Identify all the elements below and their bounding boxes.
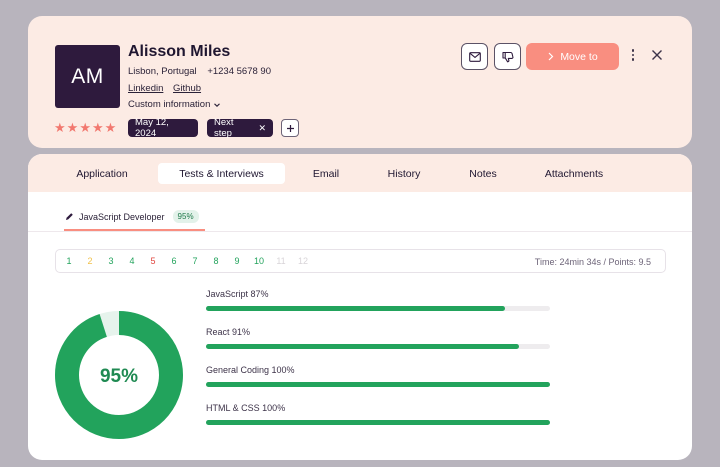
tab-notes[interactable]: Notes xyxy=(469,167,497,180)
star-icon[interactable]: ★ xyxy=(91,120,104,135)
location-text: Lisbon, Portugal xyxy=(128,66,197,77)
reject-button[interactable] xyxy=(494,43,521,70)
candidate-profile-card: AM Alisson Miles Lisbon, Portugal +1234 … xyxy=(28,16,692,148)
skill-progress-fill xyxy=(206,382,550,387)
tab-history[interactable]: History xyxy=(387,167,421,180)
question-number[interactable]: 8 xyxy=(213,256,219,266)
tab-bar: Application Tests & Interviews Email His… xyxy=(28,154,692,192)
date-tag: May 12, 2024 xyxy=(128,117,198,139)
skill-progress-track xyxy=(206,420,550,425)
avatar: AM xyxy=(55,45,120,108)
tab-tests-interviews[interactable]: Tests & Interviews xyxy=(158,163,285,184)
step-tag-label: Next step xyxy=(214,117,234,139)
question-number[interactable]: 11 xyxy=(276,256,286,266)
add-tag-button[interactable] xyxy=(281,119,299,137)
tab-application[interactable]: Application xyxy=(76,167,128,180)
github-link[interactable]: Github xyxy=(173,83,202,94)
skill-progress-fill xyxy=(206,306,506,311)
assessment-card: Application Tests & Interviews Email His… xyxy=(28,154,692,460)
candidate-name: Alisson Miles xyxy=(128,43,231,60)
tab-attachments[interactable]: Attachments xyxy=(544,167,604,180)
remove-tag-icon[interactable]: ✕ xyxy=(258,122,266,133)
donut-score-arc xyxy=(55,311,183,439)
question-number[interactable]: 2 xyxy=(87,256,93,266)
subtab-test[interactable]: JavaScript Developer 95% xyxy=(65,210,199,223)
question-number[interactable]: 1 xyxy=(66,256,72,266)
star-icon[interactable]: ★ xyxy=(54,120,66,135)
question-number[interactable]: 5 xyxy=(150,256,156,266)
timing-text: Time: 24min 34s / Points: 9.5 xyxy=(534,257,651,267)
custom-information-toggle[interactable]: Custom information xyxy=(128,99,221,110)
skill-label: JavaScript 87% xyxy=(206,289,269,299)
skill-label: React 91% xyxy=(206,327,251,337)
plus-icon xyxy=(286,124,294,132)
rating-stars[interactable]: ★ ★ ★ ★ ★ xyxy=(54,121,116,134)
custom-information-label: Custom information xyxy=(128,99,211,110)
score-badge: 95% xyxy=(172,210,199,223)
skill-progress-track xyxy=(206,306,550,311)
move-to-label: Move to xyxy=(560,50,598,63)
score-donut-chart: 95% xyxy=(55,311,183,439)
phone-text: +1234 5678 90 xyxy=(207,66,271,77)
skill-progress-track xyxy=(206,382,550,387)
question-number[interactable]: 4 xyxy=(129,256,135,266)
question-navigator: 1 2 3 4 5 6 7 8 9 10 11 12 Time: 24min 34s / Points… xyxy=(55,249,666,273)
move-to-button[interactable]: Move to xyxy=(526,43,619,70)
skill-progress-fill xyxy=(206,420,550,425)
question-number[interactable]: 3 xyxy=(108,256,114,266)
question-number[interactable]: 12 xyxy=(297,256,308,266)
question-number[interactable]: 10 xyxy=(253,256,264,266)
skill-label: General Coding 100% xyxy=(206,365,295,375)
star-icon[interactable]: ★ xyxy=(104,120,117,135)
question-number[interactable]: 9 xyxy=(234,256,240,266)
tab-email[interactable]: Email xyxy=(312,167,340,180)
question-number[interactable]: 7 xyxy=(192,256,198,266)
chevron-right-icon xyxy=(548,52,554,61)
thumbs-down-icon xyxy=(501,51,513,62)
chevron-down-icon xyxy=(214,102,221,107)
skill-label: HTML & CSS 100% xyxy=(206,403,286,413)
star-icon[interactable]: ★ xyxy=(79,120,91,135)
mail-icon xyxy=(468,51,481,62)
test-name: JavaScript Developer xyxy=(79,211,165,222)
more-options-icon[interactable] xyxy=(628,49,638,61)
question-number[interactable]: 6 xyxy=(171,256,177,266)
profile-links: Linkedin Github xyxy=(128,83,208,94)
pencil-icon xyxy=(66,213,73,220)
linkedin-link[interactable]: Linkedin xyxy=(128,83,164,94)
active-subtab-indicator xyxy=(64,229,205,231)
contact-line: Lisbon, Portugal +1234 5678 90 xyxy=(128,66,271,77)
score-percent-label: 95% xyxy=(100,366,138,387)
divider xyxy=(28,231,692,232)
skill-progress-fill xyxy=(206,344,520,349)
close-icon[interactable] xyxy=(650,48,664,62)
star-icon[interactable]: ★ xyxy=(66,120,79,135)
step-tag: Next step ✕ xyxy=(207,117,273,139)
date-tag-label: May 12, 2024 xyxy=(135,117,169,139)
skill-progress-track xyxy=(206,344,550,349)
email-button[interactable] xyxy=(461,43,488,70)
